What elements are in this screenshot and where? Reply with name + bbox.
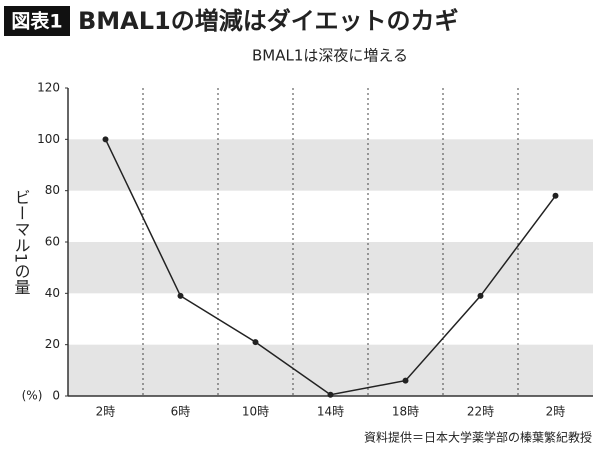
- y-axis-label: ビーマル1の量: [12, 189, 31, 295]
- x-tick-label: 22時: [467, 405, 494, 419]
- source: 資料提供＝日本大学薬学部の榛葉繁紀教授: [364, 430, 592, 445]
- point: [477, 292, 484, 299]
- point: [552, 192, 559, 199]
- point: [402, 377, 409, 384]
- badge-box: [4, 6, 70, 36]
- y-tick-label: 0: [52, 389, 60, 403]
- y-tick-label: 20: [45, 337, 60, 351]
- page-title: BMAL1の増減はダイエットのカギ: [78, 7, 459, 35]
- y-tick-label: 80: [45, 183, 60, 197]
- point: [252, 339, 259, 346]
- x-tick-label: 18時: [392, 405, 419, 419]
- y-tick-label: 120: [37, 81, 60, 95]
- badge: 図表1: [11, 10, 62, 33]
- stripe: [68, 344, 593, 396]
- x-tick-label: 2時: [96, 405, 116, 419]
- y-tick-label: 60: [45, 235, 60, 249]
- x-tick-label: 6時: [171, 405, 191, 419]
- x-tick-label: 10時: [242, 405, 269, 419]
- y-tick-label: 100: [37, 132, 60, 146]
- x-tick-label: 14時: [317, 405, 344, 419]
- point: [177, 292, 184, 299]
- stripe: [68, 139, 593, 191]
- x-tick-label: 2時: [546, 405, 566, 419]
- point: [327, 391, 334, 398]
- point: [102, 136, 109, 143]
- y-tick-label: 40: [45, 286, 60, 300]
- chart-title: BMAL1は深夜に増える: [252, 47, 408, 65]
- y-unit: (%): [22, 389, 43, 403]
- stripe: [68, 242, 593, 294]
